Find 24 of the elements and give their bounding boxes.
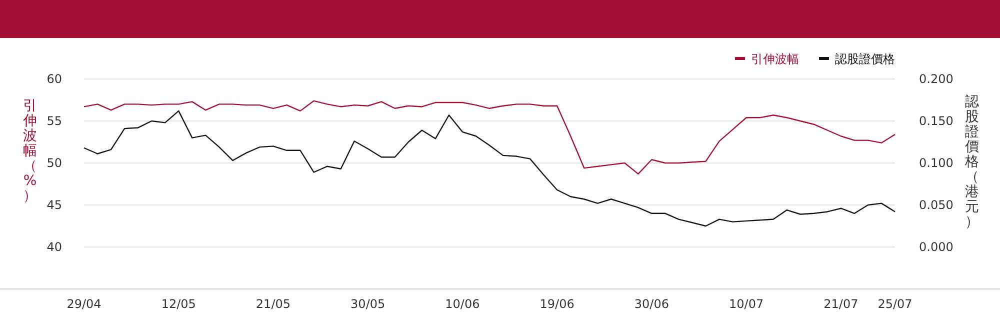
y2tick: 0.150 [919, 114, 954, 128]
ytick: 50 [46, 156, 62, 170]
ylabel: 引伸波幅（%） [23, 98, 37, 204]
xtick: 19/06 [540, 297, 574, 311]
xtick: 30/05 [350, 297, 386, 311]
y2tick: 0.200 [919, 72, 954, 86]
legend-text: 引伸波幅 [751, 52, 799, 66]
y2tick: 0.050 [919, 198, 954, 212]
xtick: 29/04 [66, 297, 102, 311]
ytick: 55 [46, 114, 62, 128]
ytick: 60 [46, 72, 62, 86]
xtick: 21/05 [256, 297, 291, 311]
xtick: 25/07 [878, 297, 912, 311]
y2tick: 0.000 [919, 240, 954, 254]
xtick: 10/06 [445, 297, 480, 311]
y2label: 認股證價格（港元） [965, 94, 979, 230]
xtick: 21/07 [824, 297, 858, 311]
xtick: 12/05 [161, 297, 196, 311]
ytick: 40 [46, 240, 62, 254]
xtick: 30/06 [634, 297, 669, 311]
ytick: 45 [46, 198, 62, 212]
y2tick: 0.100 [919, 156, 954, 170]
legend-text: 認股證價格 [835, 52, 895, 66]
xtick: 10/07 [729, 297, 764, 311]
